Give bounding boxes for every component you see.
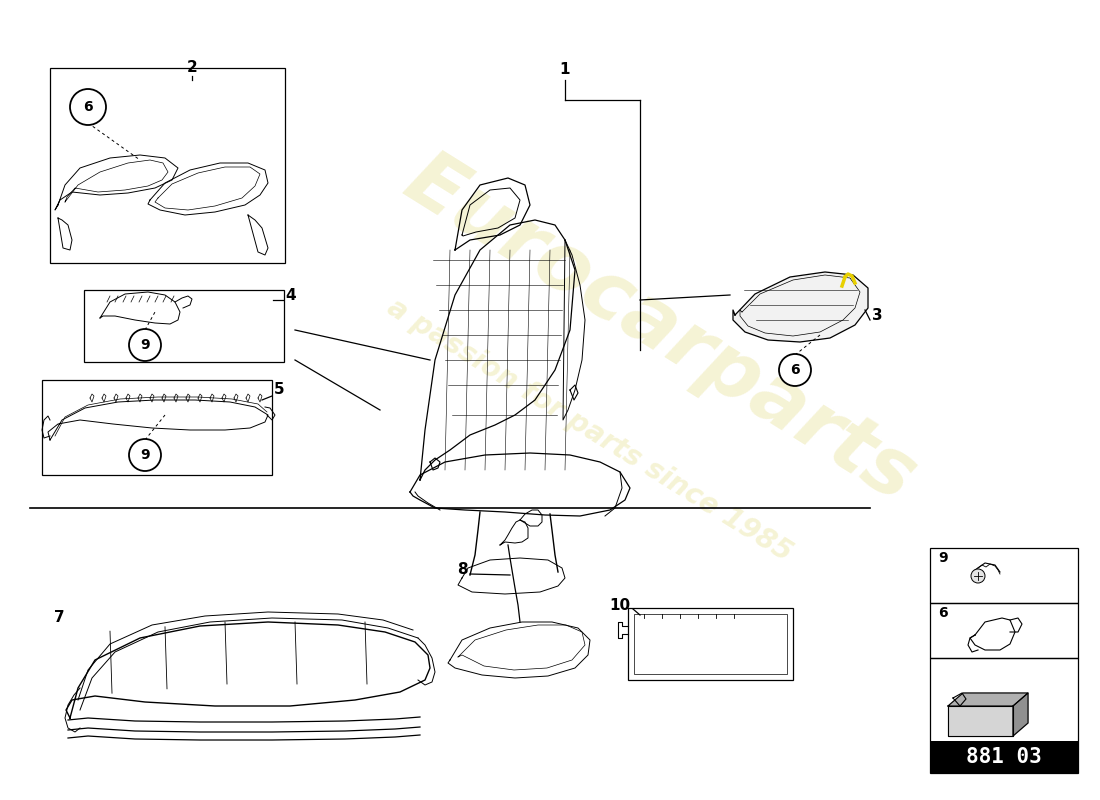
Polygon shape — [1013, 693, 1028, 736]
Bar — [930, 548, 1078, 603]
Bar — [930, 741, 1078, 773]
Text: 8: 8 — [458, 562, 468, 578]
Polygon shape — [948, 693, 1028, 706]
Bar — [930, 603, 1078, 658]
Text: Eurocarparts: Eurocarparts — [390, 142, 930, 518]
Text: 9: 9 — [140, 338, 150, 352]
Bar — [42, 380, 272, 475]
Text: 9: 9 — [140, 448, 150, 462]
Text: 3: 3 — [872, 309, 882, 323]
Text: 10: 10 — [609, 598, 630, 613]
Circle shape — [129, 439, 161, 471]
Polygon shape — [948, 706, 1013, 736]
Text: 2: 2 — [187, 61, 197, 75]
Text: 9: 9 — [938, 551, 947, 565]
Text: 5: 5 — [274, 382, 285, 398]
Bar — [634, 614, 786, 674]
Text: 4: 4 — [285, 289, 296, 303]
Circle shape — [129, 329, 161, 361]
Text: a passion for parts since 1985: a passion for parts since 1985 — [383, 293, 798, 567]
Bar — [84, 290, 284, 362]
Circle shape — [971, 569, 984, 583]
Bar — [628, 608, 793, 680]
Text: 7: 7 — [54, 610, 65, 625]
Text: 1: 1 — [560, 62, 570, 78]
Circle shape — [779, 354, 811, 386]
Text: 6: 6 — [790, 363, 800, 377]
Circle shape — [70, 89, 106, 125]
Bar — [50, 68, 285, 263]
Text: 6: 6 — [84, 100, 92, 114]
Text: 6: 6 — [938, 606, 947, 620]
Polygon shape — [733, 272, 868, 342]
Text: 881 03: 881 03 — [966, 747, 1042, 767]
Bar — [930, 658, 1078, 773]
